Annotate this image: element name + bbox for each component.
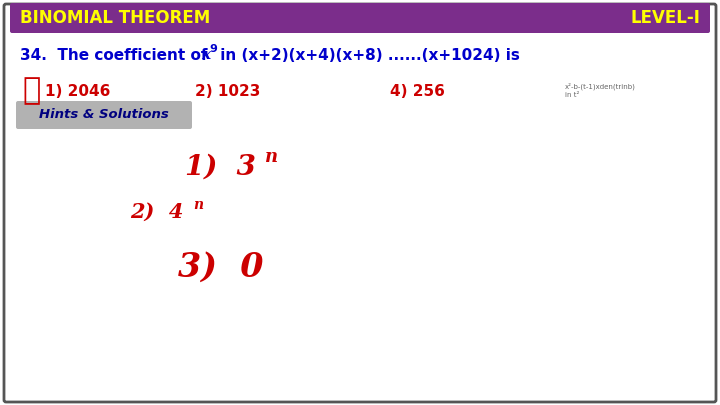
Text: 1)  3: 1) 3 (185, 153, 256, 181)
Text: n: n (193, 198, 203, 212)
FancyBboxPatch shape (16, 101, 192, 129)
Text: in (x+2)(x+4)(x+8) ......(x+1024) is: in (x+2)(x+4)(x+8) ......(x+1024) is (215, 47, 520, 62)
Text: in t²: in t² (565, 92, 580, 98)
Text: 4) 256: 4) 256 (390, 85, 445, 100)
FancyBboxPatch shape (4, 4, 716, 402)
Text: 9: 9 (209, 44, 217, 54)
Text: ✔: ✔ (22, 75, 40, 107)
Text: 3)  0: 3) 0 (178, 251, 264, 284)
Text: x²-b-(t-1)xden(trinb): x²-b-(t-1)xden(trinb) (565, 82, 636, 90)
Text: LEVEL-I: LEVEL-I (630, 9, 700, 27)
Text: BINOMIAL THEOREM: BINOMIAL THEOREM (20, 9, 210, 27)
Text: 34.  The coefficient of: 34. The coefficient of (20, 47, 212, 62)
Text: 2)  4: 2) 4 (130, 202, 184, 222)
Text: 2) 1023: 2) 1023 (195, 85, 261, 100)
Text: Hints & Solutions: Hints & Solutions (39, 109, 169, 122)
Text: x: x (201, 48, 210, 62)
Text: 1) 2046: 1) 2046 (45, 85, 110, 100)
FancyBboxPatch shape (10, 3, 710, 33)
Text: n: n (265, 148, 278, 166)
